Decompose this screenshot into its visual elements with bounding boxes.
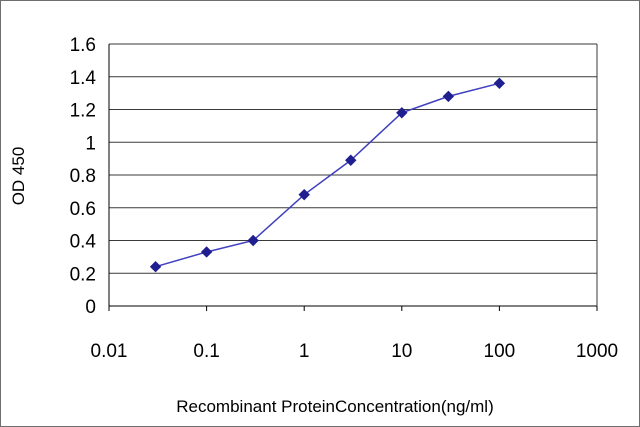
x-axis-title: Recombinant ProteinConcentration(ng/ml) (176, 397, 494, 416)
y-tick-label: 1 (85, 133, 96, 154)
x-tick-label: 100 (484, 341, 516, 362)
data-point (345, 154, 357, 166)
y-tick-label: 0.8 (70, 166, 96, 187)
y-tick-label: 0.4 (70, 232, 97, 253)
axes (108, 44, 598, 311)
x-tick-label: 0.1 (193, 341, 219, 362)
x-tick-label: 0.01 (91, 341, 128, 362)
data-series (149, 77, 506, 273)
data-point (442, 90, 455, 103)
y-tick-labels: 0 0.2 0.4 0.6 0.8 1 1.2 1.4 1.6 (70, 35, 97, 318)
x-tick-label: 10 (391, 341, 412, 362)
data-point (149, 260, 162, 273)
y-axis-title: OD 450 (9, 147, 28, 206)
y-tick-label: 0.2 (70, 264, 96, 285)
data-point (200, 246, 213, 258)
y-tick-label: 0.6 (70, 199, 96, 220)
y-tick-label: 1.6 (70, 35, 96, 56)
y-tick-label: 1.2 (70, 101, 96, 122)
x-tick-label: 1000 (576, 341, 618, 362)
data-point (396, 107, 408, 119)
data-point (247, 234, 259, 247)
y-tick-label: 1.4 (70, 68, 97, 89)
x-tick-labels: 0.01 0.1 1 10 100 1000 (91, 341, 619, 362)
gridlines (109, 43, 597, 274)
series-line (155, 82, 500, 268)
data-point (298, 188, 310, 201)
x-tick-label: 1 (299, 341, 310, 362)
data-point (493, 77, 506, 90)
y-tick-label: 0 (85, 297, 96, 318)
